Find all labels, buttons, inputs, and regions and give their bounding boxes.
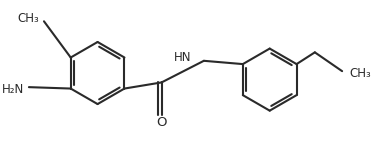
Text: O: O (156, 116, 167, 129)
Text: HN: HN (174, 51, 192, 64)
Text: CH₃: CH₃ (17, 12, 39, 25)
Text: CH₃: CH₃ (350, 67, 371, 80)
Text: H₂N: H₂N (2, 82, 24, 96)
